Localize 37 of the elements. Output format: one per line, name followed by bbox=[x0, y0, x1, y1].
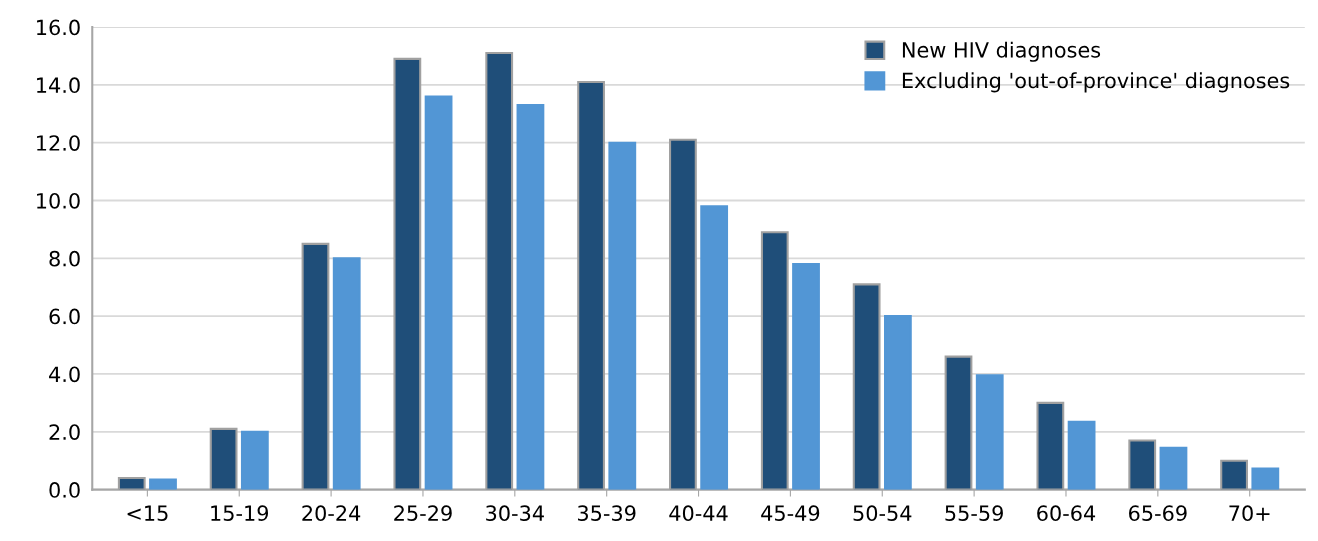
bar bbox=[700, 205, 729, 490]
x-tick-label: 65-69 bbox=[1129, 505, 1187, 522]
x-tick-label: 40-44 bbox=[669, 505, 728, 522]
x-tick-label: 70+ bbox=[1229, 505, 1270, 522]
x-tick-label: 15-19 bbox=[211, 505, 269, 522]
x-tick-label: 60-64 bbox=[1037, 505, 1096, 522]
x-tick-label: 30-34 bbox=[486, 505, 544, 522]
bar bbox=[332, 257, 361, 490]
y-tick-label: 0.0 bbox=[49, 482, 80, 498]
bar bbox=[883, 315, 912, 490]
bar bbox=[792, 263, 820, 490]
bar bbox=[1159, 446, 1188, 490]
y-tick-label: 14.0 bbox=[37, 77, 80, 94]
y-tick-label: 16.0 bbox=[37, 19, 80, 36]
x-tick-label: 50-54 bbox=[853, 505, 912, 522]
bar bbox=[608, 141, 637, 490]
bar bbox=[424, 95, 453, 490]
x-tick-label: 25-29 bbox=[394, 505, 452, 522]
bar bbox=[1067, 420, 1096, 490]
y-tick-label: 6.0 bbox=[49, 308, 80, 325]
y-tick-label: 10.0 bbox=[37, 192, 80, 209]
x-tick-label: 55-59 bbox=[945, 505, 1003, 522]
bar bbox=[975, 374, 1004, 490]
y-tick-label: 2.0 bbox=[49, 424, 80, 440]
x-tick-label: 20-24 bbox=[302, 505, 361, 522]
y-tick-label: 8.0 bbox=[49, 250, 80, 267]
x-tick-label: 35-39 bbox=[578, 505, 636, 522]
legend-label: Excluding 'out-of-province' diagnoses bbox=[902, 72, 1290, 93]
bar bbox=[240, 430, 269, 490]
bar bbox=[149, 478, 177, 490]
bar bbox=[1251, 467, 1280, 490]
y-tick-label: 12.0 bbox=[37, 135, 80, 151]
x-tick-label: 45-49 bbox=[761, 505, 820, 522]
legend-label: New HIV diagnoses bbox=[902, 41, 1101, 62]
x-tick-label: <15 bbox=[127, 505, 168, 522]
y-tick-label: 4.0 bbox=[49, 366, 80, 383]
bar bbox=[516, 104, 545, 490]
